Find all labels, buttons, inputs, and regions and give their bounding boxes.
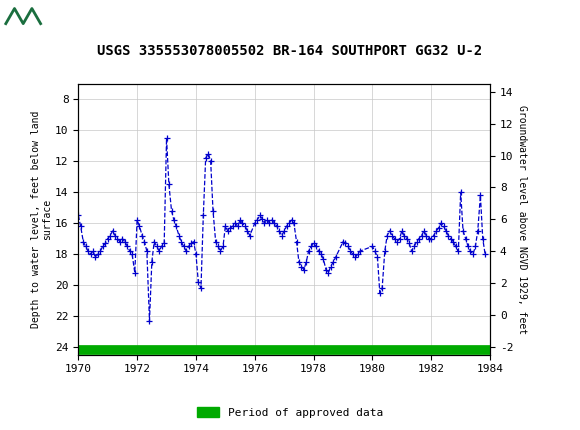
Y-axis label: Depth to water level, feet below land
surface: Depth to water level, feet below land su… <box>31 111 52 328</box>
FancyBboxPatch shape <box>3 4 78 43</box>
Text: USGS 335553078005502 BR-164 SOUTHPORT GG32 U-2: USGS 335553078005502 BR-164 SOUTHPORT GG… <box>97 44 483 58</box>
Y-axis label: Groundwater level above NGVD 1929, feet: Groundwater level above NGVD 1929, feet <box>517 105 527 334</box>
Legend: Period of approved data: Period of approved data <box>193 403 387 422</box>
Text: USGS: USGS <box>52 15 107 33</box>
